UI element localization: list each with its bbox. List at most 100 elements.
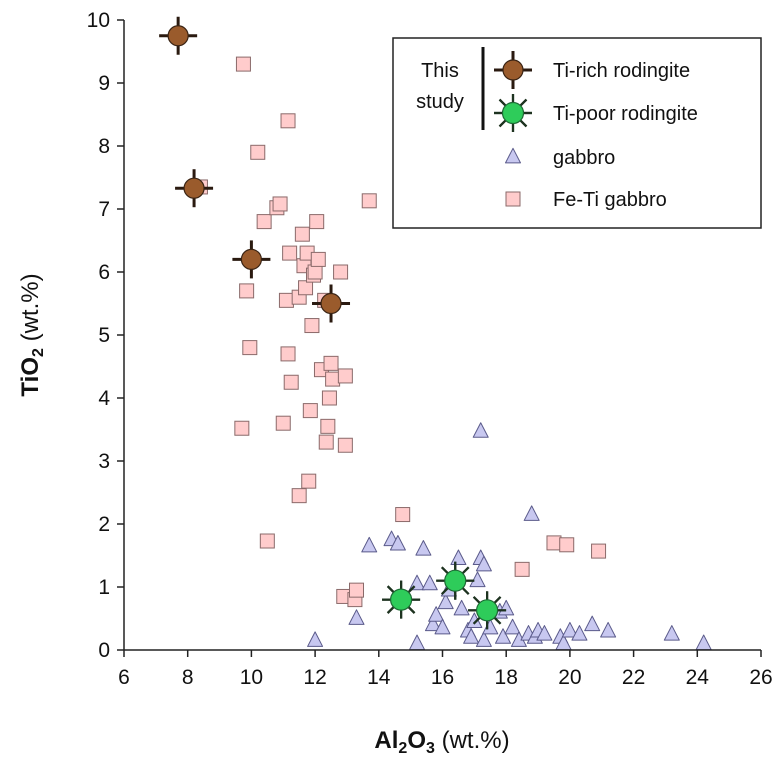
legend-group-label-line1: This — [421, 60, 459, 82]
legend-marker — [505, 191, 521, 207]
legend-marker — [494, 51, 532, 89]
y-ticks: 0 1 2 3 4 5 6 7 8 9 10 — [87, 9, 124, 662]
x-tick-label: 6 — [118, 666, 130, 689]
legend-group-label-line2: study — [416, 91, 464, 113]
data-point — [323, 355, 339, 371]
y-tick-label: 9 — [98, 72, 110, 95]
data-point — [475, 631, 492, 647]
legend-label: Fe-Ti gabbro — [553, 189, 667, 211]
data-point — [278, 292, 294, 308]
data-point — [514, 561, 530, 577]
x-tick-label: 22 — [622, 666, 645, 689]
data-point — [318, 434, 334, 450]
data-point — [436, 561, 475, 600]
data-point — [256, 214, 272, 230]
data-point — [415, 540, 432, 556]
data-point — [450, 549, 467, 566]
data-point — [159, 16, 198, 55]
data-point — [361, 536, 378, 553]
data-point — [304, 318, 320, 334]
data-point — [234, 420, 250, 436]
legend-marker — [505, 147, 521, 164]
data-point — [472, 422, 489, 438]
data-point — [468, 591, 507, 630]
y-tick-label: 4 — [98, 387, 110, 410]
data-point — [282, 245, 298, 261]
y-tick-label: 2 — [98, 513, 110, 536]
data-point — [395, 507, 411, 523]
data-point — [259, 533, 275, 549]
data-point — [294, 226, 310, 242]
data-point — [349, 582, 365, 598]
data-point — [312, 284, 351, 323]
data-point — [175, 169, 214, 208]
data-point — [463, 628, 480, 644]
data-point — [333, 264, 349, 280]
x-tick-label: 14 — [367, 666, 391, 689]
y-tick-label: 1 — [98, 576, 110, 599]
data-point — [272, 196, 288, 212]
data-point — [482, 618, 499, 635]
data-point — [337, 437, 353, 453]
y-axis-title: TiO2 (wt.%) — [17, 273, 47, 396]
data-point — [325, 371, 341, 387]
legend-box — [392, 37, 762, 229]
data-point — [250, 144, 266, 160]
data-point — [561, 621, 578, 638]
data-point — [307, 631, 324, 647]
x-axis-title: Al2O3 (wt.%) — [374, 727, 509, 757]
data-point — [559, 537, 575, 553]
data-point — [663, 625, 680, 641]
plot-area — [159, 16, 712, 651]
y-tick-label: 6 — [98, 261, 110, 284]
y-tick-label: 8 — [98, 135, 110, 158]
data-point — [239, 283, 255, 299]
data-point — [389, 534, 406, 551]
data-point — [321, 390, 337, 406]
data-point — [361, 193, 377, 209]
data-point — [242, 340, 258, 356]
x-ticks: 6 8 10 12 14 16 18 20 22 24 26 — [118, 650, 773, 689]
x-tick-label: 18 — [495, 666, 518, 689]
series-ti-rich-rodingite — [159, 16, 351, 323]
x-tick-label: 24 — [686, 666, 710, 689]
x-tick-label: 12 — [303, 666, 326, 689]
y-tick-label: 10 — [87, 9, 110, 32]
data-point — [695, 634, 712, 651]
data-point — [600, 621, 617, 638]
x-tick-label: 10 — [240, 666, 263, 689]
data-point — [504, 618, 521, 635]
data-point — [283, 374, 299, 390]
data-point — [523, 505, 540, 521]
data-point — [235, 56, 251, 72]
x-tick-label: 8 — [182, 666, 194, 689]
legend-label: Ti-rich rodingite — [553, 60, 690, 82]
data-point — [437, 593, 454, 610]
data-point — [232, 240, 271, 279]
data-point — [571, 625, 588, 641]
x-tick-label: 26 — [749, 666, 772, 689]
series-ti-poor-rodingite — [382, 561, 507, 630]
data-point — [584, 615, 601, 632]
data-point — [280, 346, 296, 362]
data-point — [453, 599, 470, 616]
y-tick-label: 7 — [98, 198, 110, 221]
series-gabbro — [307, 422, 712, 651]
data-point — [469, 571, 486, 588]
data-point — [434, 618, 451, 635]
data-point — [280, 113, 296, 129]
legend-marker — [494, 94, 532, 132]
x-tick-label: 16 — [431, 666, 454, 689]
data-point — [421, 574, 438, 591]
data-point — [337, 368, 353, 384]
data-point — [546, 535, 562, 551]
data-point — [495, 628, 512, 644]
y-tick-label: 5 — [98, 324, 110, 347]
data-point — [302, 403, 318, 419]
data-point — [348, 609, 365, 625]
x-tick-label: 20 — [558, 666, 581, 689]
data-point — [309, 214, 325, 230]
legend-label: Ti-poor rodingite — [553, 103, 698, 125]
data-point — [424, 615, 441, 632]
